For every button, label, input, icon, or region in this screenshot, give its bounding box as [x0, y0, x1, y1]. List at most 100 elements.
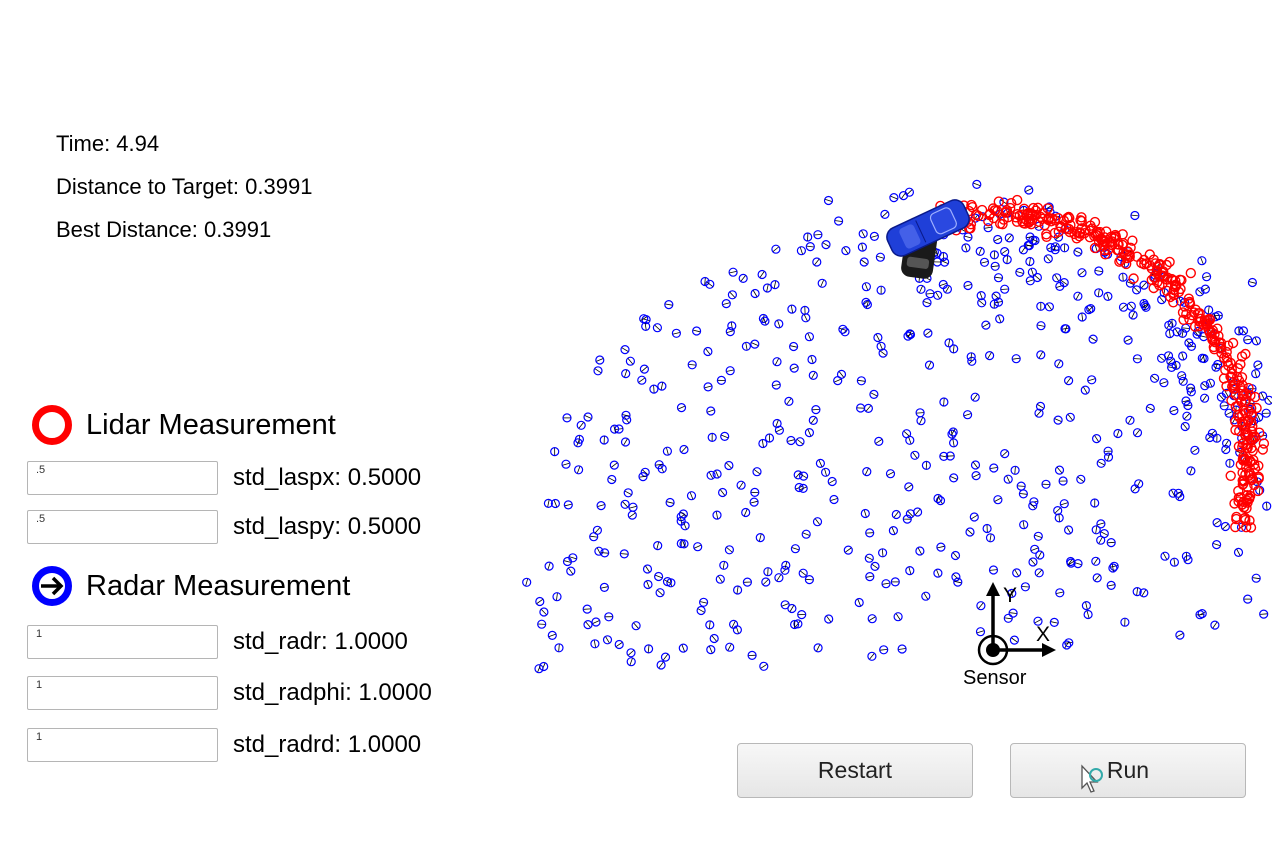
lidar-point — [1230, 378, 1241, 389]
radar-point — [1139, 280, 1149, 290]
radar-point-direction — [1259, 486, 1261, 494]
radar-point-direction — [597, 504, 605, 507]
radar-point-direction — [834, 378, 842, 383]
radar-point-direction — [1159, 296, 1165, 303]
radar-point — [1139, 588, 1149, 598]
radar-point — [985, 533, 996, 543]
radar-point-direction — [605, 636, 610, 644]
lidar-points-layer — [913, 194, 1270, 533]
radar-point-direction — [1128, 303, 1134, 310]
radar-point-direction — [1034, 619, 1042, 624]
radar-point — [1159, 378, 1169, 388]
radar-point — [905, 329, 915, 339]
radar-point — [758, 438, 768, 449]
radar-point — [890, 577, 900, 587]
radar-point-direction — [682, 540, 686, 548]
radar-point-direction — [1074, 250, 1082, 254]
distance-readout: Distance to Target: 0.3991 — [56, 174, 313, 199]
radar-point-direction — [987, 352, 992, 359]
radar-point — [860, 508, 870, 519]
radar-point-direction — [1037, 324, 1045, 327]
lidar-point — [1195, 316, 1206, 327]
radar-point-direction — [1050, 621, 1058, 624]
lidar-point — [1238, 476, 1249, 487]
radar-point-direction — [1094, 575, 1100, 581]
radar-point — [1219, 401, 1229, 411]
radar-point — [923, 328, 933, 338]
radar-point — [595, 355, 605, 365]
radar-point-direction — [907, 511, 914, 517]
radar-point-direction — [1178, 373, 1185, 378]
radar-point-direction — [1168, 366, 1176, 369]
radar-point-direction — [660, 382, 664, 390]
radar-point — [898, 191, 909, 201]
radar-point-direction — [1197, 289, 1203, 295]
lidar-point — [1184, 298, 1196, 310]
lidar-point — [1186, 310, 1198, 321]
radar-point — [1243, 335, 1253, 345]
lidar-point — [1233, 485, 1244, 497]
lidar-point — [1236, 351, 1248, 362]
radar-point-direction — [1225, 411, 1233, 416]
radar-point — [738, 273, 748, 283]
radar-point-direction — [1168, 330, 1171, 338]
radar-point-direction — [1025, 244, 1033, 247]
radar-point — [966, 352, 976, 362]
radar-point-direction — [1036, 569, 1042, 576]
radar-point-direction — [1202, 395, 1207, 402]
radar-point-direction — [633, 622, 639, 629]
radar-point — [905, 565, 915, 576]
std-laspy-input[interactable] — [27, 510, 218, 544]
radar-point-direction — [835, 220, 843, 222]
radar-point-direction — [1107, 541, 1115, 544]
radar-point — [1177, 371, 1187, 381]
radar-point-direction — [726, 330, 734, 333]
restart-button[interactable]: Restart — [737, 743, 973, 798]
radar-point — [1251, 336, 1262, 346]
lidar-point — [1204, 327, 1216, 338]
radar-point-direction — [1203, 275, 1211, 278]
radar-point-direction — [653, 385, 655, 393]
radar-legend: Radar Measurement — [32, 566, 350, 606]
radar-point-direction — [1176, 633, 1184, 638]
radar-point — [770, 280, 780, 290]
radar-point — [1190, 445, 1200, 455]
std-radr-input[interactable] — [27, 625, 218, 659]
radar-point-direction — [1006, 256, 1008, 264]
radar-point — [562, 413, 572, 423]
radar-point — [1096, 458, 1106, 468]
radar-point — [1027, 267, 1038, 277]
lidar-point — [1100, 249, 1111, 260]
radar-point-direction — [547, 562, 551, 570]
radar-point-direction — [556, 593, 558, 601]
std-laspx-input[interactable] — [27, 461, 218, 495]
radar-point — [790, 544, 801, 554]
radar-point — [1186, 466, 1196, 476]
radar-point-direction — [814, 234, 822, 236]
lidar-point — [1243, 430, 1254, 441]
std-radphi-input[interactable] — [27, 676, 218, 710]
radar-point-direction — [622, 414, 630, 417]
std-radrd-input[interactable] — [27, 728, 218, 762]
best-distance-readout: Best Distance: 0.3991 — [56, 217, 272, 242]
lidar-point — [1253, 473, 1264, 484]
lidar-point — [1225, 470, 1236, 481]
radar-point — [1087, 375, 1097, 385]
radar-point-direction — [762, 315, 765, 322]
radar-point — [993, 495, 1003, 505]
radar-point — [741, 341, 752, 351]
lidar-point — [1228, 379, 1239, 391]
radar-point — [993, 273, 1004, 283]
run-button[interactable]: Run — [1010, 743, 1246, 798]
radar-point — [796, 246, 807, 256]
radar-point — [811, 405, 821, 415]
lidar-point — [1076, 212, 1087, 223]
radar-point-direction — [1127, 417, 1133, 424]
radar-point — [573, 438, 583, 448]
lidar-point — [1208, 341, 1220, 353]
radar-point-direction — [704, 277, 706, 286]
radar-point-direction — [972, 394, 978, 401]
radar-point — [750, 339, 760, 349]
radar-point-direction — [861, 259, 868, 265]
radar-point — [865, 571, 875, 582]
